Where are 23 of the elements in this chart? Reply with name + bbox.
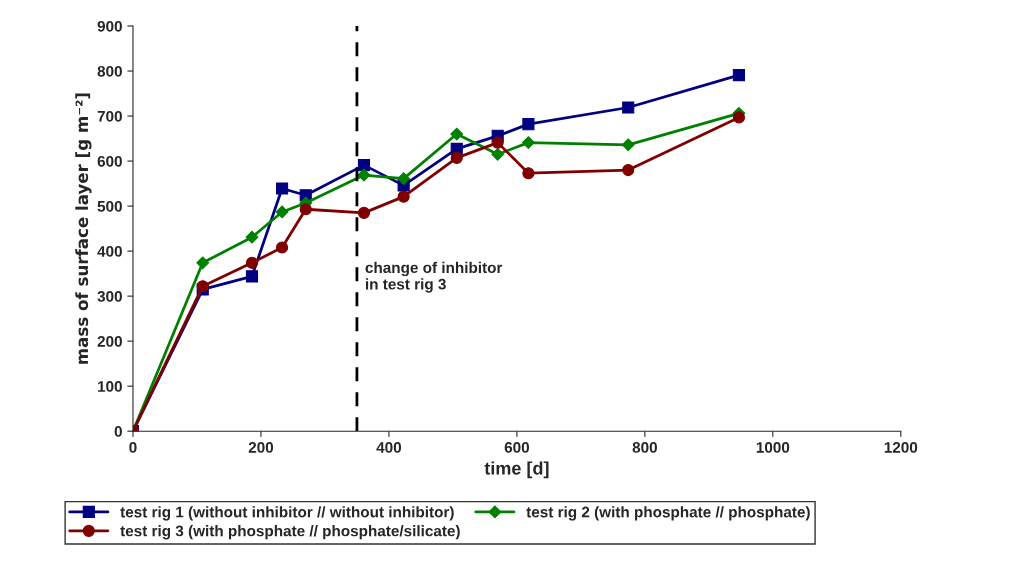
- x-tick-label: 400: [376, 442, 402, 453]
- y-axis-title: mass of surface layer [g m⁻²]: [75, 93, 92, 364]
- y-tick-label: 300: [97, 291, 122, 302]
- y-tick-label: 800: [97, 65, 122, 77]
- y-tick-label: 500: [97, 200, 122, 212]
- x-tick-label: 0: [129, 442, 137, 453]
- x-tick-label: 1000: [756, 442, 790, 453]
- legend-label: test rig 3 (with phosphate // phosphate/silicate): [120, 525, 460, 540]
- y-tick-label: 0: [114, 426, 122, 437]
- x-tick-label: 600: [504, 442, 530, 453]
- legend-label: test rig 2 (with phosphate // phosphate): [526, 506, 810, 521]
- x-tick-label: 800: [632, 442, 657, 453]
- y-tick-label: 200: [97, 336, 122, 347]
- legend-label: test rig 1 (without inhibitor // without inhibitor): [120, 506, 454, 521]
- x-tick-label: 1200: [884, 442, 918, 453]
- y-tick-label: 900: [97, 20, 122, 32]
- ref-line-label: change of inhibitor in test rig 3: [365, 261, 503, 293]
- x-tick-label: 200: [248, 442, 274, 453]
- y-tick-label: 600: [97, 155, 122, 167]
- y-tick-label: 100: [98, 381, 122, 392]
- y-tick-label: 700: [97, 110, 122, 122]
- y-tick-label: 400: [97, 245, 122, 257]
- x-axis-title: time [d]: [484, 461, 549, 479]
